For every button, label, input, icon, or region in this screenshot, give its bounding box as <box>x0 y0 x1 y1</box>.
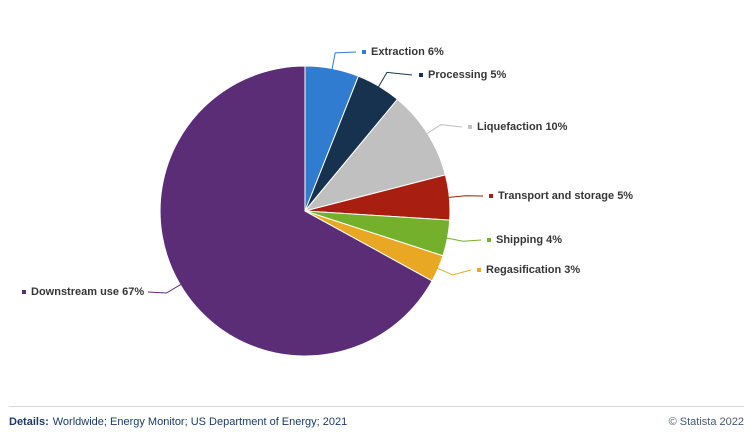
slice-label-text: Shipping 4% <box>496 234 562 246</box>
details-line: Details: Worldwide; Energy Monitor; US De… <box>9 416 347 428</box>
slice-label-text: Transport and storage 5% <box>498 190 634 202</box>
slice-bullet <box>362 50 366 54</box>
leader-line-extraction <box>331 51 357 72</box>
slice-label-processing: Processing 5% <box>419 69 506 81</box>
slice-bullet <box>489 194 493 198</box>
slice-label-text: Processing 5% <box>428 69 507 81</box>
slice-label-shipping: Shipping 4% <box>487 234 562 246</box>
slice-label-text: Extraction 6% <box>371 46 444 58</box>
slice-label-liquefaction: Liquefaction 10% <box>468 121 567 133</box>
slice-bullet <box>419 73 423 77</box>
footer: Details: Worldwide; Energy Monitor; US De… <box>9 406 744 428</box>
slice-bullet <box>22 290 26 294</box>
slice-label-extraction: Extraction 6% <box>362 46 444 58</box>
leader-line-liquefaction <box>424 124 463 136</box>
leader-line-downstream-use <box>147 282 184 294</box>
slice-label-text: Regasification 3% <box>486 264 581 276</box>
slice-bullet <box>487 238 491 242</box>
leader-line-shipping <box>444 237 482 242</box>
leader-line-processing <box>376 71 413 90</box>
slice-label-transport-and-storage: Transport and storage 5% <box>489 190 633 202</box>
leader-line-transport-and-storage <box>446 195 484 199</box>
slice-label-text: Downstream use 67% <box>31 286 145 298</box>
slice-bullet <box>468 125 472 129</box>
leader-line-regasification <box>435 266 472 276</box>
slice-label-regasification: Regasification 3% <box>477 264 580 276</box>
slice-bullet <box>477 268 481 272</box>
slice-label-downstream-use: Downstream use 67% <box>22 286 144 298</box>
slice-label-text: Liquefaction 10% <box>477 121 568 133</box>
statista-copyright: © Statista 2022 <box>668 416 744 428</box>
details-label: Details: <box>9 416 49 428</box>
details-value: Worldwide; Energy Monitor; US Department… <box>52 416 348 428</box>
